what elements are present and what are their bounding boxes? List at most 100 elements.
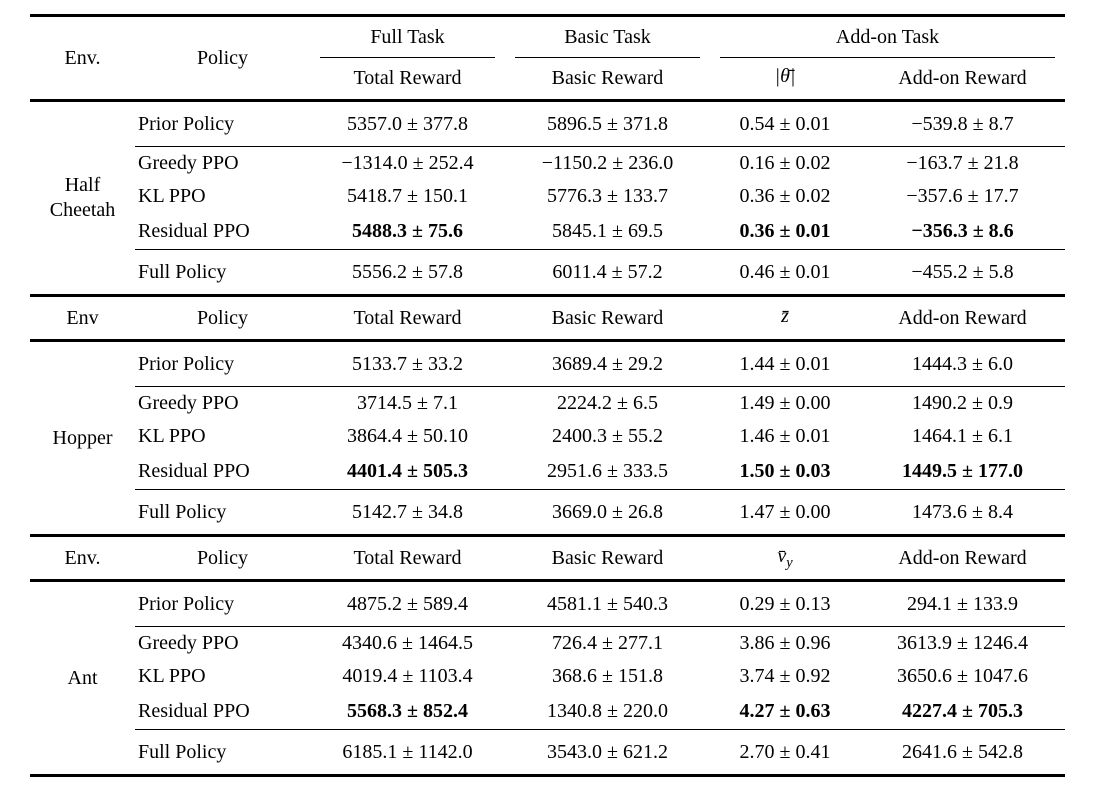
cell-total-reward: 5357.0 ± 377.8 bbox=[310, 100, 505, 147]
cell-addon-reward: 3650.6 ± 1047.6 bbox=[897, 665, 1028, 687]
table-row: Full Policy 5556.2 ± 57.8 6011.4 ± 57.2 … bbox=[30, 249, 1066, 297]
cell-metric: 1.44 ± 0.01 bbox=[710, 340, 860, 387]
table-row: Greedy PPO −1314.0 ± 252.4 −1150.2 ± 236… bbox=[30, 147, 1065, 181]
cell-metric: 0.36 ± 0.02 bbox=[739, 185, 831, 207]
row-policy: Prior Policy bbox=[135, 100, 310, 147]
env-name-half-cheetah: Half Cheetah bbox=[30, 100, 135, 297]
results-table: Env. Policy Full Task Basic Task Add-on … bbox=[30, 14, 1066, 777]
cell-addon-reward: 3613.9 ± 1246.4 bbox=[897, 632, 1028, 654]
cell-total-reward: 4019.4 ± 1103.4 bbox=[342, 665, 473, 687]
policy-column-header: Policy bbox=[135, 535, 310, 582]
table-row: Residual PPO 4401.4 ± 505.3 2951.6 ± 333… bbox=[30, 453, 1066, 490]
table-row: Ant Prior Policy 4875.2 ± 589.4 4581.1 ±… bbox=[30, 580, 1066, 777]
cell-basic-reward: 3543.0 ± 621.2 bbox=[505, 729, 710, 777]
col-header-addon-reward: Add-on Reward bbox=[860, 295, 1066, 342]
table-row: Half Cheetah Prior Policy 5357.0 ± 377.8 … bbox=[30, 100, 1066, 297]
table-row: Full Policy 6185.1 ± 1142.0 3543.0 ± 621… bbox=[30, 729, 1066, 777]
cell-addon-reward: 1473.6 ± 8.4 bbox=[860, 489, 1066, 537]
cell-basic-reward: 3669.0 ± 26.8 bbox=[505, 489, 710, 537]
cell-total-reward: 6185.1 ± 1142.0 bbox=[310, 729, 505, 777]
row-policy: Full Policy bbox=[135, 489, 310, 537]
cell-basic-reward: −1150.2 ± 236.0 bbox=[541, 152, 674, 174]
cell-metric: 3.74 ± 0.92 bbox=[739, 665, 831, 687]
env-name-hopper: Hopper bbox=[30, 340, 135, 537]
cell-total-reward: 5568.3 ± 852.4 bbox=[310, 693, 505, 730]
cell-addon-reward: 1464.1 ± 6.1 bbox=[912, 425, 1013, 447]
row-policy: Greedy PPO bbox=[138, 392, 239, 414]
env-name-ant: Ant bbox=[30, 580, 135, 777]
cell-metric: 1.50 ± 0.03 bbox=[710, 453, 860, 490]
cell-basic-reward: 2400.3 ± 55.2 bbox=[552, 425, 663, 447]
col-header-addon-reward: Add-on Reward bbox=[860, 58, 1066, 102]
env-column-header: Env. bbox=[30, 15, 135, 102]
col-header-total-reward: Total Reward bbox=[310, 535, 505, 582]
cell-metric: 4.27 ± 0.63 bbox=[710, 693, 860, 730]
table-row: KL PPO 5418.7 ± 150.1 5776.3 ± 133.7 0.3… bbox=[30, 180, 1065, 213]
cell-basic-reward: 1340.8 ± 220.0 bbox=[505, 693, 710, 730]
policy-column-header: Policy bbox=[135, 15, 310, 102]
cell-addon-reward: 1444.3 ± 6.0 bbox=[860, 340, 1066, 387]
cell-total-reward: 4340.6 ± 1464.5 bbox=[342, 632, 473, 654]
cell-basic-reward: 5896.5 ± 371.8 bbox=[505, 100, 710, 147]
col-header-total-reward: Total Reward bbox=[310, 58, 505, 102]
table-row: KL PPO 3864.4 ± 50.10 2400.3 ± 55.2 1.46… bbox=[30, 420, 1065, 453]
cell-addon-reward: −357.6 ± 17.7 bbox=[906, 185, 1019, 207]
cell-total-reward: 3864.4 ± 50.10 bbox=[347, 425, 468, 447]
row-policy: KL PPO bbox=[138, 665, 206, 687]
cell-addon-reward: 1449.5 ± 177.0 bbox=[860, 453, 1066, 490]
cell-total-reward: 5418.7 ± 150.1 bbox=[347, 185, 468, 207]
table-row: KL PPO 4019.4 ± 1103.4 368.6 ± 151.8 3.7… bbox=[30, 660, 1065, 693]
col-header-vy-metric: v̄y bbox=[710, 535, 860, 582]
cell-basic-reward: 368.6 ± 151.8 bbox=[552, 665, 663, 687]
cell-addon-reward: −539.8 ± 8.7 bbox=[860, 100, 1066, 147]
row-policy: Prior Policy bbox=[135, 340, 310, 387]
group-header-addon-task: Add-on Task bbox=[710, 16, 1065, 59]
cell-total-reward: 3714.5 ± 7.1 bbox=[357, 392, 458, 414]
cell-metric: 1.46 ± 0.01 bbox=[739, 425, 831, 447]
table-row: Greedy PPO 3714.5 ± 7.1 2224.2 ± 6.5 1.4… bbox=[30, 387, 1065, 421]
row-policy: KL PPO bbox=[138, 425, 206, 447]
cell-addon-reward: 1490.2 ± 0.9 bbox=[912, 392, 1013, 414]
cell-total-reward: 5133.7 ± 33.2 bbox=[310, 340, 505, 387]
row-policy: KL PPO bbox=[138, 185, 206, 207]
table-row: Residual PPO 5488.3 ± 75.6 5845.1 ± 69.5… bbox=[30, 213, 1066, 250]
row-policy: Full Policy bbox=[135, 729, 310, 777]
env-column-header: Env bbox=[30, 295, 135, 342]
cell-metric: 1.49 ± 0.00 bbox=[739, 392, 831, 414]
row-policy: Residual PPO bbox=[135, 213, 310, 250]
cell-metric: 0.54 ± 0.01 bbox=[710, 100, 860, 147]
cell-basic-reward: 4581.1 ± 540.3 bbox=[505, 580, 710, 627]
col-header-basic-reward: Basic Reward bbox=[505, 535, 710, 582]
col-header-basic-reward: Basic Reward bbox=[505, 58, 710, 102]
cell-metric: 1.47 ± 0.00 bbox=[710, 489, 860, 537]
cell-basic-reward: 2951.6 ± 333.5 bbox=[505, 453, 710, 490]
col-header-z-metric: z̄ bbox=[710, 295, 860, 342]
table-row: Full Policy 5142.7 ± 34.8 3669.0 ± 26.8 … bbox=[30, 489, 1066, 537]
table-row: Greedy PPO 4340.6 ± 1464.5 726.4 ± 277.1… bbox=[30, 627, 1065, 661]
cell-metric: 0.16 ± 0.02 bbox=[739, 152, 831, 174]
row-policy: Greedy PPO bbox=[138, 152, 239, 174]
cell-basic-reward: 5845.1 ± 69.5 bbox=[505, 213, 710, 250]
col-header-total-reward: Total Reward bbox=[310, 295, 505, 342]
cell-total-reward: 4401.4 ± 505.3 bbox=[310, 453, 505, 490]
policy-column-header: Policy bbox=[135, 295, 310, 342]
cell-metric: 2.70 ± 0.41 bbox=[710, 729, 860, 777]
table-row: Residual PPO 5568.3 ± 852.4 1340.8 ± 220… bbox=[30, 693, 1066, 730]
cell-total-reward: 5488.3 ± 75.6 bbox=[310, 213, 505, 250]
group-header-basic-task: Basic Task bbox=[505, 16, 710, 59]
cell-basic-reward: 3689.4 ± 29.2 bbox=[505, 340, 710, 387]
cell-basic-reward: 6011.4 ± 57.2 bbox=[505, 249, 710, 297]
cell-metric: 0.29 ± 0.13 bbox=[710, 580, 860, 627]
cell-basic-reward: 2224.2 ± 6.5 bbox=[557, 392, 658, 414]
cell-basic-reward: 726.4 ± 277.1 bbox=[552, 632, 663, 654]
cell-total-reward: 4875.2 ± 589.4 bbox=[310, 580, 505, 627]
col-header-basic-reward: Basic Reward bbox=[505, 295, 710, 342]
cell-metric: 3.86 ± 0.96 bbox=[739, 632, 831, 654]
cell-total-reward: −1314.0 ± 252.4 bbox=[341, 152, 474, 174]
cell-metric: 0.36 ± 0.01 bbox=[710, 213, 860, 250]
row-policy: Residual PPO bbox=[135, 453, 310, 490]
col-header-theta-metric: |θ̄| bbox=[710, 58, 860, 102]
cell-addon-reward: −455.2 ± 5.8 bbox=[860, 249, 1066, 297]
cell-addon-reward: 4227.4 ± 705.3 bbox=[860, 693, 1066, 730]
row-policy: Prior Policy bbox=[135, 580, 310, 627]
